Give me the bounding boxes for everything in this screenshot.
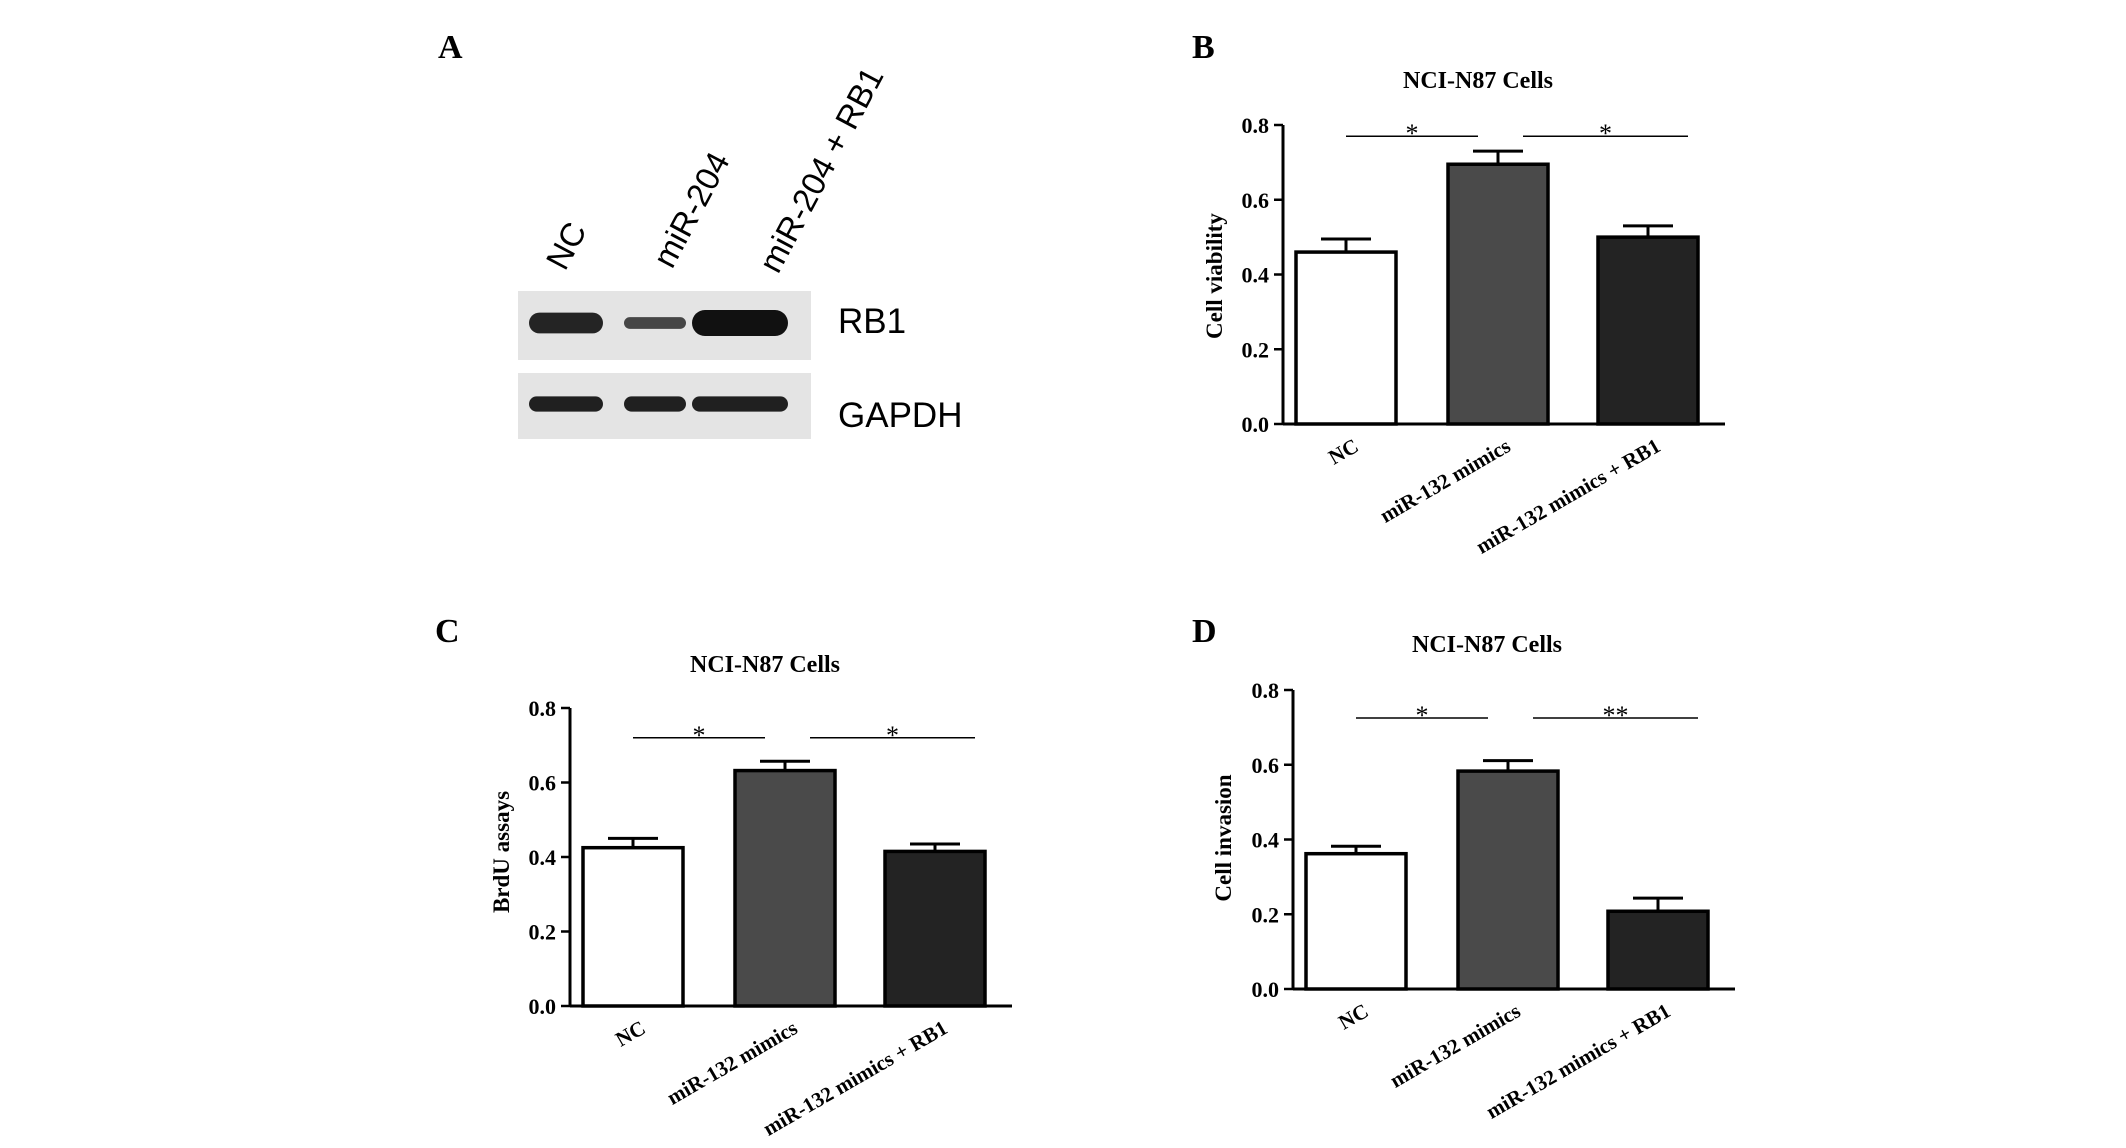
panel-b-significance-mark-1: * [1406,119,1419,148]
panel-d-x-tick-label-nc: NC [1334,999,1372,1035]
blot-band-gapdh-lane-3 [692,396,788,412]
panel-d-significance-mark-2: ** [1603,701,1629,730]
panel-c-y-tick-label: 0.2 [529,920,557,945]
panel-d-bar-mimics-rb1 [1606,909,1710,991]
panel-c-bar-nc [581,845,685,1008]
panel-d-bar-mimics [1456,769,1560,991]
blot-band-rb1-lane-3 [692,310,788,336]
panel-c-y-axis-label: BrdU assays [489,791,514,913]
panel-b-y-tick-label: 0.0 [1242,412,1270,437]
panel-c-y-tick-label: 0.6 [529,771,557,796]
panel-b-y-tick-label: 0.8 [1242,113,1270,138]
panel-b-chart: B NCI-N87 Cells Cell viability 0.0 0.2 0.4… [1192,29,1725,559]
blot-band-gapdh-lane-1 [529,396,603,412]
panel-c-label: C [435,613,460,650]
panel-c-title: NCI-N87 Cells [690,652,840,678]
panel-c-chart: C NCI-N87 Cells BrdU assays 0.0 0.2 0.4 0.6… [435,613,1012,1141]
blot-band-rb1-lane-1 [529,312,603,334]
panel-b-bar-mimics-rb1 [1596,235,1700,426]
panel-a-label: A [438,29,463,66]
panel-d-y-axis-label: Cell invasion [1211,774,1236,901]
panel-d-y-tick-label: 0.4 [1252,828,1280,853]
panel-b-y-tick-label: 0.2 [1242,337,1270,362]
panel-b-y-tick-label: 0.4 [1242,263,1270,288]
panel-b-bar-mimics [1446,162,1550,426]
panel-c-significance-mark-1: * [693,721,706,750]
panel-d-label: D [1192,613,1217,650]
blot-band-rb1-lane-2 [624,317,686,329]
row-label-rb1: RB1 [838,302,906,341]
panel-b-x-tick-label-nc: NC [1324,434,1362,470]
panel-b-significance-mark-2: * [1599,119,1612,148]
panel-b-y-tick-label: 0.6 [1242,188,1270,213]
panel-d-y-tick-label: 0.8 [1252,678,1280,703]
lane-label-mir-204-rb1: miR-204 + RB1 [752,61,891,278]
panel-c-bar-mimics-rb1 [883,849,987,1008]
panel-c-x-tick-label-nc: NC [611,1016,649,1052]
blot-band-gapdh-lane-2 [624,396,686,412]
panel-b-x-tick-label-mimics: miR-132 mimics [1376,434,1515,528]
lane-label-nc: NC [539,216,594,275]
panel-c-bar-mimics [733,768,837,1008]
blot-bands [529,310,788,412]
panel-c-y-tick-label: 0.0 [529,994,557,1019]
panel-d-title: NCI-N87 Cells [1412,632,1562,658]
panel-c-x-tick-label-mimics: miR-132 mimics [663,1016,802,1110]
lane-label-mir-204: miR-204 [646,146,737,273]
panel-a-western-blot: A NC miR-204 miR-204 + RB1 RB1 GAPDH [438,29,962,439]
panel-c-y-tick-label: 0.8 [529,696,557,721]
panel-b-y-axis-label: Cell viability [1202,213,1227,339]
panel-d-y-tick-label: 0.0 [1252,977,1280,1002]
panel-b-label: B [1192,29,1215,66]
panel-d-y-tick-label: 0.6 [1252,753,1280,778]
row-label-gapdh: GAPDH [838,396,962,435]
panel-b-bar-nc [1294,250,1398,426]
panel-d-bar-nc [1304,851,1408,991]
panel-d-chart: D NCI-N87 Cells Cell invasion 0.0 0.2 0.4 0… [1192,613,1735,1124]
panel-d-x-tick-label-mimics: miR-132 mimics [1386,999,1525,1093]
panel-c-significance-mark-2: * [886,721,899,750]
panel-d-y-tick-label: 0.2 [1252,902,1280,927]
panel-d-significance-mark-1: * [1416,701,1429,730]
panel-b-title: NCI-N87 Cells [1403,68,1553,94]
panel-c-y-tick-label: 0.4 [529,845,557,870]
